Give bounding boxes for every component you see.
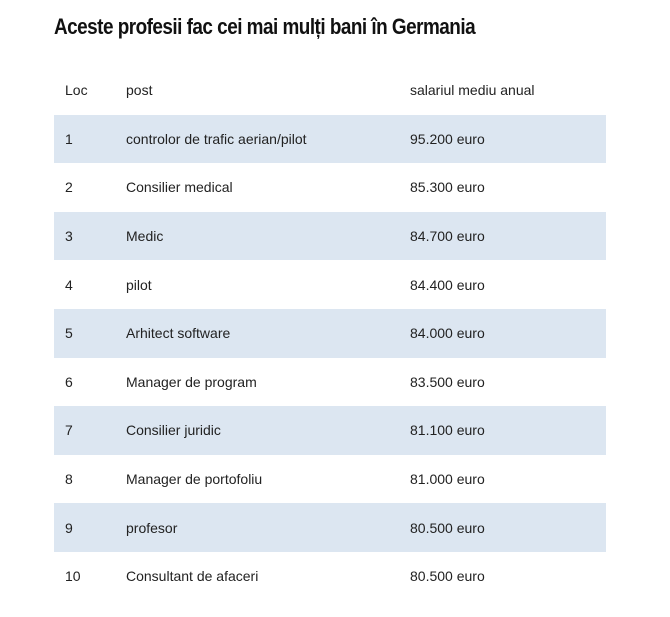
table-row: 9 profesor 80.500 euro	[54, 503, 606, 552]
rank-cell: 10	[65, 568, 81, 585]
salary-cell: 84.700 euro	[410, 228, 485, 245]
rank-cell: 8	[65, 471, 73, 488]
salary-cell: 81.100 euro	[410, 422, 485, 439]
table-header-row: Loc post salariul mediu anual	[54, 66, 606, 115]
profession-cell: controlor de trafic aerian/pilot	[126, 130, 307, 147]
salary-table: Loc post salariul mediu anual 1 controlo…	[54, 66, 606, 601]
profession-cell: Consilier juridic	[126, 422, 221, 439]
salary-cell: 80.500 euro	[410, 568, 485, 585]
table-row: 10 Consultant de afaceri 80.500 euro	[54, 552, 606, 601]
rank-cell: 7	[65, 422, 73, 439]
salary-cell: 81.000 euro	[410, 471, 485, 488]
header-post: post	[126, 82, 153, 99]
table-row: 4 pilot 84.400 euro	[54, 260, 606, 309]
profession-cell: Arhitect software	[126, 325, 231, 342]
rank-cell: 6	[65, 373, 73, 390]
rank-cell: 9	[65, 519, 73, 536]
profession-cell: Manager de program	[126, 373, 257, 390]
profession-cell: Manager de portofoliu	[126, 471, 263, 488]
salary-cell: 95.200 euro	[410, 130, 485, 147]
rank-cell: 5	[65, 325, 73, 342]
table-row: 3 Medic 84.700 euro	[54, 211, 606, 261]
rank-cell: 2	[65, 179, 73, 196]
rank-cell: 1	[65, 130, 73, 147]
table-row: 7 Consilier juridic 81.100 euro	[54, 406, 606, 455]
salary-cell: 85.300 euro	[410, 179, 485, 196]
rank-cell: 3	[65, 228, 73, 245]
table-row: 5 Arhitect software 84.000 euro	[54, 308, 606, 358]
table-row: 2 Consilier medical 85.300 euro	[54, 163, 606, 212]
salary-cell: 80.500 euro	[410, 519, 485, 536]
profession-cell: pilot	[126, 276, 152, 293]
header-loc: Loc	[65, 82, 88, 99]
profession-cell: Medic	[126, 228, 164, 245]
profession-cell: profesor	[126, 519, 178, 536]
table-row: 8 Manager de portofoliu 81.000 euro	[54, 455, 606, 504]
header-salary: salariul mediu anual	[410, 82, 535, 99]
profession-cell: Consultant de afaceri	[126, 568, 259, 585]
table-row: 1 controlor de trafic aerian/pilot 95.20…	[54, 114, 606, 164]
salary-cell: 84.000 euro	[410, 325, 485, 342]
table-row: 6 Manager de program 83.500 euro	[54, 358, 606, 407]
rank-cell: 4	[65, 276, 73, 293]
salary-cell: 83.500 euro	[410, 373, 485, 390]
profession-cell: Consilier medical	[126, 179, 233, 196]
salary-cell: 84.400 euro	[410, 276, 485, 293]
page-title: Aceste profesii fac cei mai mulți bani î…	[54, 14, 476, 39]
